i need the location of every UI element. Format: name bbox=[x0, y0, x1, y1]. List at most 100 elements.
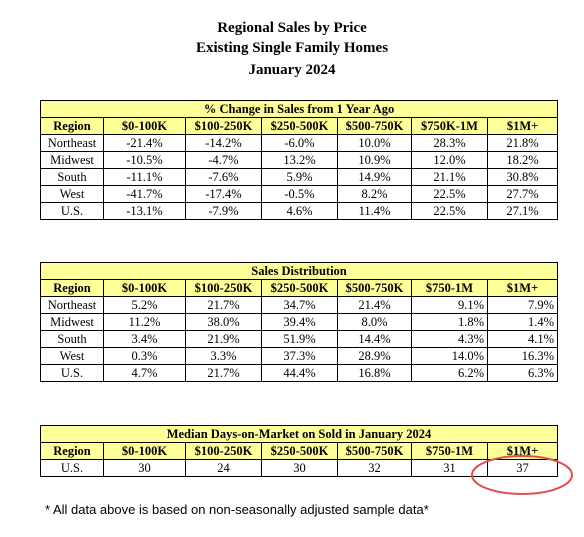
cell: 3.3% bbox=[185, 347, 262, 365]
row: Northeast -21.4% -14.2% -6.0% 10.0% 28.3% 21.8… bbox=[40, 134, 559, 152]
cell: Northeast bbox=[40, 134, 104, 152]
cell: 39.4% bbox=[261, 313, 338, 331]
cell: 11.2% bbox=[103, 313, 186, 331]
cell: U.S. bbox=[40, 459, 104, 477]
cell: 31 bbox=[411, 459, 488, 477]
row: U.S. 30 24 30 32 31 37 bbox=[40, 459, 559, 477]
cell: $100-250K bbox=[185, 279, 262, 297]
title: Regional Sales by Price bbox=[217, 20, 367, 36]
cell: $250-500K bbox=[261, 117, 338, 135]
cell: Region bbox=[40, 279, 104, 297]
cell: 18.2% bbox=[486, 151, 559, 169]
cell: 11.4% bbox=[337, 202, 412, 220]
cell: $1M+ bbox=[486, 442, 559, 460]
cell: -0.5% bbox=[261, 185, 338, 203]
row: Region $0-100K $100-250K $250-500K $500-750K… bbox=[40, 442, 559, 460]
cell: 13.2% bbox=[261, 151, 338, 169]
cell: 21.4% bbox=[337, 296, 412, 314]
cell: 9.1% bbox=[411, 296, 488, 314]
cell: 30 bbox=[261, 459, 338, 477]
cell: Sales Distribution bbox=[39, 262, 559, 280]
cell: 30 bbox=[103, 459, 186, 477]
cell: $250-500K bbox=[261, 442, 338, 460]
cell: Region bbox=[40, 442, 104, 460]
row: % Change in Sales from 1 Year Ago bbox=[39, 100, 559, 118]
cell: 4.1% bbox=[486, 330, 559, 348]
cell: -17.4% bbox=[185, 185, 262, 203]
row: Northeast 5.2% 21.7% 34.7% 21.4% 9.1% 7.9% bbox=[40, 296, 559, 314]
cell: 21.7% bbox=[185, 296, 262, 314]
row: U.S. 4.7% 21.7% 44.4% 16.8% 6.2% 6.3% bbox=[40, 364, 559, 382]
cell: 51.9% bbox=[261, 330, 338, 348]
row: South 3.4% 21.9% 51.9% 14.4% 4.3% 4.1% bbox=[40, 330, 559, 348]
cell: 22.5% bbox=[411, 185, 488, 203]
cell: 24 bbox=[185, 459, 262, 477]
cell: 6.3% bbox=[486, 364, 559, 382]
cell: 14.4% bbox=[337, 330, 412, 348]
cell: 7.9% bbox=[486, 296, 559, 314]
cell: 8.0% bbox=[337, 313, 412, 331]
cell: 30.8% bbox=[486, 168, 559, 186]
cell: 27.1% bbox=[486, 202, 559, 220]
cell: Midwest bbox=[40, 313, 104, 331]
cell: $100-250K bbox=[185, 442, 262, 460]
cell: Region bbox=[40, 117, 104, 135]
cell: 14.0% bbox=[411, 347, 488, 365]
table: % Change in Sales from 1 Year Ago Region $… bbox=[39, 100, 559, 220]
cell: 22.5% bbox=[411, 202, 488, 220]
cell: 28.3% bbox=[411, 134, 488, 152]
cell: $1M+ bbox=[486, 279, 559, 297]
cell: -14.2% bbox=[185, 134, 262, 152]
cell: 1.8% bbox=[411, 313, 488, 331]
row: South -11.1% -7.6% 5.9% 14.9% 21.1% 30.8% bbox=[40, 168, 559, 186]
cell: 10.9% bbox=[337, 151, 412, 169]
row: Region $0-100K $100-250K $250-500K $500-750K… bbox=[40, 279, 559, 297]
row: West 0.3% 3.3% 37.3% 28.9% 14.0% 16.3% bbox=[40, 347, 559, 365]
cell: 14.9% bbox=[337, 168, 412, 186]
cell: U.S. bbox=[40, 364, 104, 382]
cell: $0-100K bbox=[103, 117, 186, 135]
row: West -41.7% -17.4% -0.5% 8.2% 22.5% 27.7% bbox=[40, 185, 559, 203]
cell: -21.4% bbox=[103, 134, 186, 152]
cell: West bbox=[40, 347, 104, 365]
cell: $0-100K bbox=[103, 442, 186, 460]
cell: 0.3% bbox=[103, 347, 186, 365]
cell: 5.2% bbox=[103, 296, 186, 314]
cell: 1.4% bbox=[486, 313, 559, 331]
cell: -11.1% bbox=[103, 168, 186, 186]
cell: $750-1M bbox=[411, 279, 488, 297]
cell: $250-500K bbox=[261, 279, 338, 297]
cell: -7.6% bbox=[185, 168, 262, 186]
cell: $0-100K bbox=[103, 279, 186, 297]
cell: -10.5% bbox=[103, 151, 186, 169]
cell: $100-250K bbox=[185, 117, 262, 135]
cell: $500-750K bbox=[337, 279, 412, 297]
cell: 10.0% bbox=[337, 134, 412, 152]
cell: 16.8% bbox=[337, 364, 412, 382]
cell: 21.8% bbox=[486, 134, 559, 152]
date: January 2024 bbox=[248, 62, 336, 78]
cell: 21.7% bbox=[185, 364, 262, 382]
cell: $500-750K bbox=[337, 117, 412, 135]
cell: 4.7% bbox=[103, 364, 186, 382]
subtitle: Existing Single Family Homes bbox=[195, 40, 389, 56]
row: Midwest -10.5% -4.7% 13.2% 10.9% 12.0% 18.2% bbox=[40, 151, 559, 169]
cell: 4.6% bbox=[261, 202, 338, 220]
cell: Midwest bbox=[40, 151, 104, 169]
cell: 37 bbox=[486, 459, 559, 477]
cell: $750K-1M bbox=[411, 117, 488, 135]
row: U.S. -13.1% -7.9% 4.6% 11.4% 22.5% 27.1% bbox=[40, 202, 559, 220]
cell: -7.9% bbox=[185, 202, 262, 220]
cell: 12.0% bbox=[411, 151, 488, 169]
cell: $750-1M bbox=[411, 442, 488, 460]
row: Sales Distribution bbox=[39, 262, 559, 280]
cell: 32 bbox=[337, 459, 412, 477]
row: Median Days-on-Market on Sold in January… bbox=[39, 425, 559, 443]
cell: 5.9% bbox=[261, 168, 338, 186]
row: Midwest 11.2% 38.0% 39.4% 8.0% 1.8% 1.4% bbox=[40, 313, 559, 331]
cell: -6.0% bbox=[261, 134, 338, 152]
cell: U.S. bbox=[40, 202, 104, 220]
footnote: * All data above is based on non-seasona… bbox=[45, 502, 429, 517]
cell: 6.2% bbox=[411, 364, 488, 382]
table: Median Days-on-Market on Sold in January… bbox=[39, 425, 559, 477]
